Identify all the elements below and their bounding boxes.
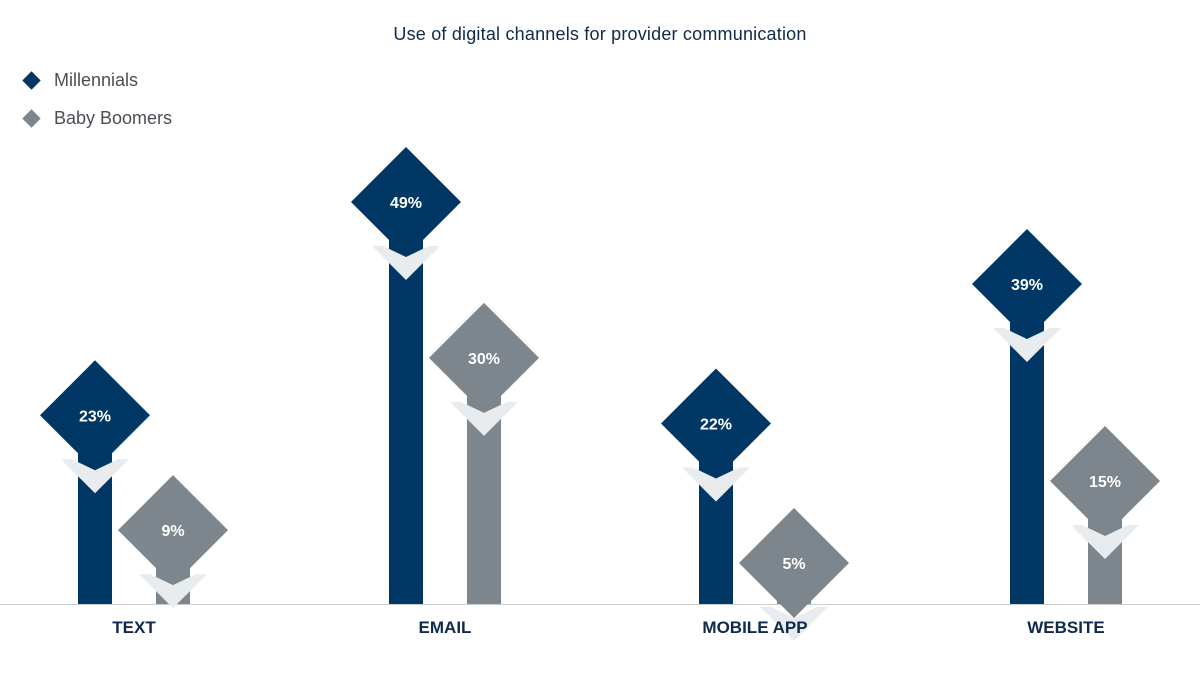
legend-label: Baby Boomers xyxy=(54,107,173,128)
marker-notch xyxy=(1071,524,1139,559)
diamond-millennials xyxy=(661,368,771,479)
data-label-millennials: 22% xyxy=(700,417,732,434)
marker-notch xyxy=(760,606,828,641)
chart-title: Use of digital channels for provider com… xyxy=(393,24,807,44)
marker-notch xyxy=(450,401,518,436)
marker-notch xyxy=(993,328,1061,363)
category-label: EMAIL xyxy=(419,618,472,637)
data-label-baby-boomers: 30% xyxy=(468,351,500,368)
diamond-millennials xyxy=(351,147,461,257)
data-label-millennials: 23% xyxy=(79,408,111,425)
data-label-millennials: 39% xyxy=(1011,277,1043,294)
legend-item-millennials: Millennials xyxy=(22,68,172,92)
data-label-baby-boomers: 5% xyxy=(782,556,805,573)
diamond-baby-boomers xyxy=(739,507,849,618)
diamond-millennials xyxy=(972,229,1082,340)
diamond-baby-boomers xyxy=(429,302,539,413)
diamond-baby-boomers xyxy=(1050,425,1160,536)
diamond-millennials xyxy=(40,360,150,471)
marker-notch xyxy=(139,574,207,609)
data-label-baby-boomers: 9% xyxy=(161,523,184,540)
marker-notch xyxy=(372,246,440,280)
data-label-millennials: 49% xyxy=(390,195,422,212)
data-label-baby-boomers: 15% xyxy=(1089,474,1121,491)
marker-notch xyxy=(682,467,750,502)
legend-item-baby-boomers: Baby Boomers xyxy=(22,106,172,130)
diamond-baby-boomers xyxy=(118,475,228,586)
legend: Millennials Baby Boomers xyxy=(22,68,172,144)
category-label: MOBILE APP xyxy=(702,618,807,637)
category-label: WEBSITE xyxy=(1027,618,1104,637)
legend-label: Millennials xyxy=(54,69,139,90)
marker-notch xyxy=(61,459,129,494)
category-label: TEXT xyxy=(112,618,156,637)
